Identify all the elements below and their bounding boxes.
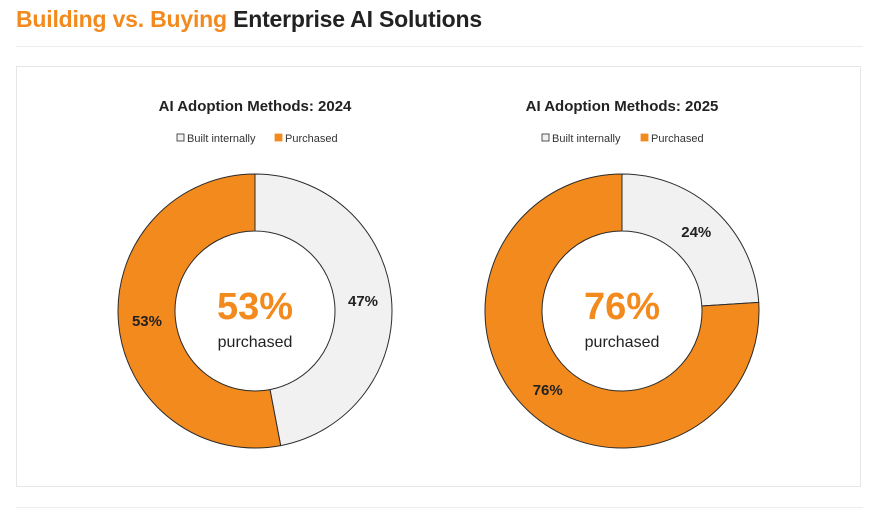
donut-chart-1: AI Adoption Methods: 2024 Built internall…	[117, 98, 393, 449]
center-value: 53%	[217, 286, 293, 328]
page-title-rest: Enterprise AI Solutions	[233, 6, 482, 32]
legend-swatch-built	[176, 133, 185, 142]
legend-swatch-purchased	[274, 133, 283, 142]
legend-label-purchased: Purchased	[651, 133, 704, 145]
center-caption: purchased	[218, 334, 293, 351]
slice-built	[621, 173, 760, 307]
page-title-accent: Building vs. Buying	[16, 6, 227, 32]
donut-chart-2: AI Adoption Methods: 2025 Built internall…	[484, 98, 760, 449]
center-value: 76%	[584, 286, 660, 328]
data-label-purchased: 53%	[132, 313, 162, 330]
slice-purchased	[117, 173, 282, 449]
data-label-built: 47%	[348, 293, 378, 310]
bottom-divider	[16, 507, 863, 508]
chart-title: AI Adoption Methods: 2025	[526, 98, 719, 115]
center-caption: purchased	[585, 334, 660, 351]
legend-swatch-purchased	[640, 133, 649, 142]
slice-purchased	[484, 173, 760, 449]
legend-swatch-built	[541, 133, 550, 142]
page-title: Building vs. Buying Enterprise AI Soluti…	[16, 6, 482, 33]
legend-label-purchased: Purchased	[285, 133, 338, 145]
chart-title: AI Adoption Methods: 2024	[159, 98, 352, 115]
title-divider	[16, 46, 863, 47]
chart-card: AI Adoption Methods: 2024 Built internall…	[16, 66, 861, 487]
legend-label-built: Built internally	[187, 133, 256, 145]
legend-label-built: Built internally	[552, 133, 621, 145]
data-label-built: 24%	[681, 224, 711, 241]
data-label-purchased: 76%	[533, 382, 563, 399]
slice-built	[254, 173, 393, 447]
donut-charts: AI Adoption Methods: 2024 Built internall…	[117, 98, 760, 449]
